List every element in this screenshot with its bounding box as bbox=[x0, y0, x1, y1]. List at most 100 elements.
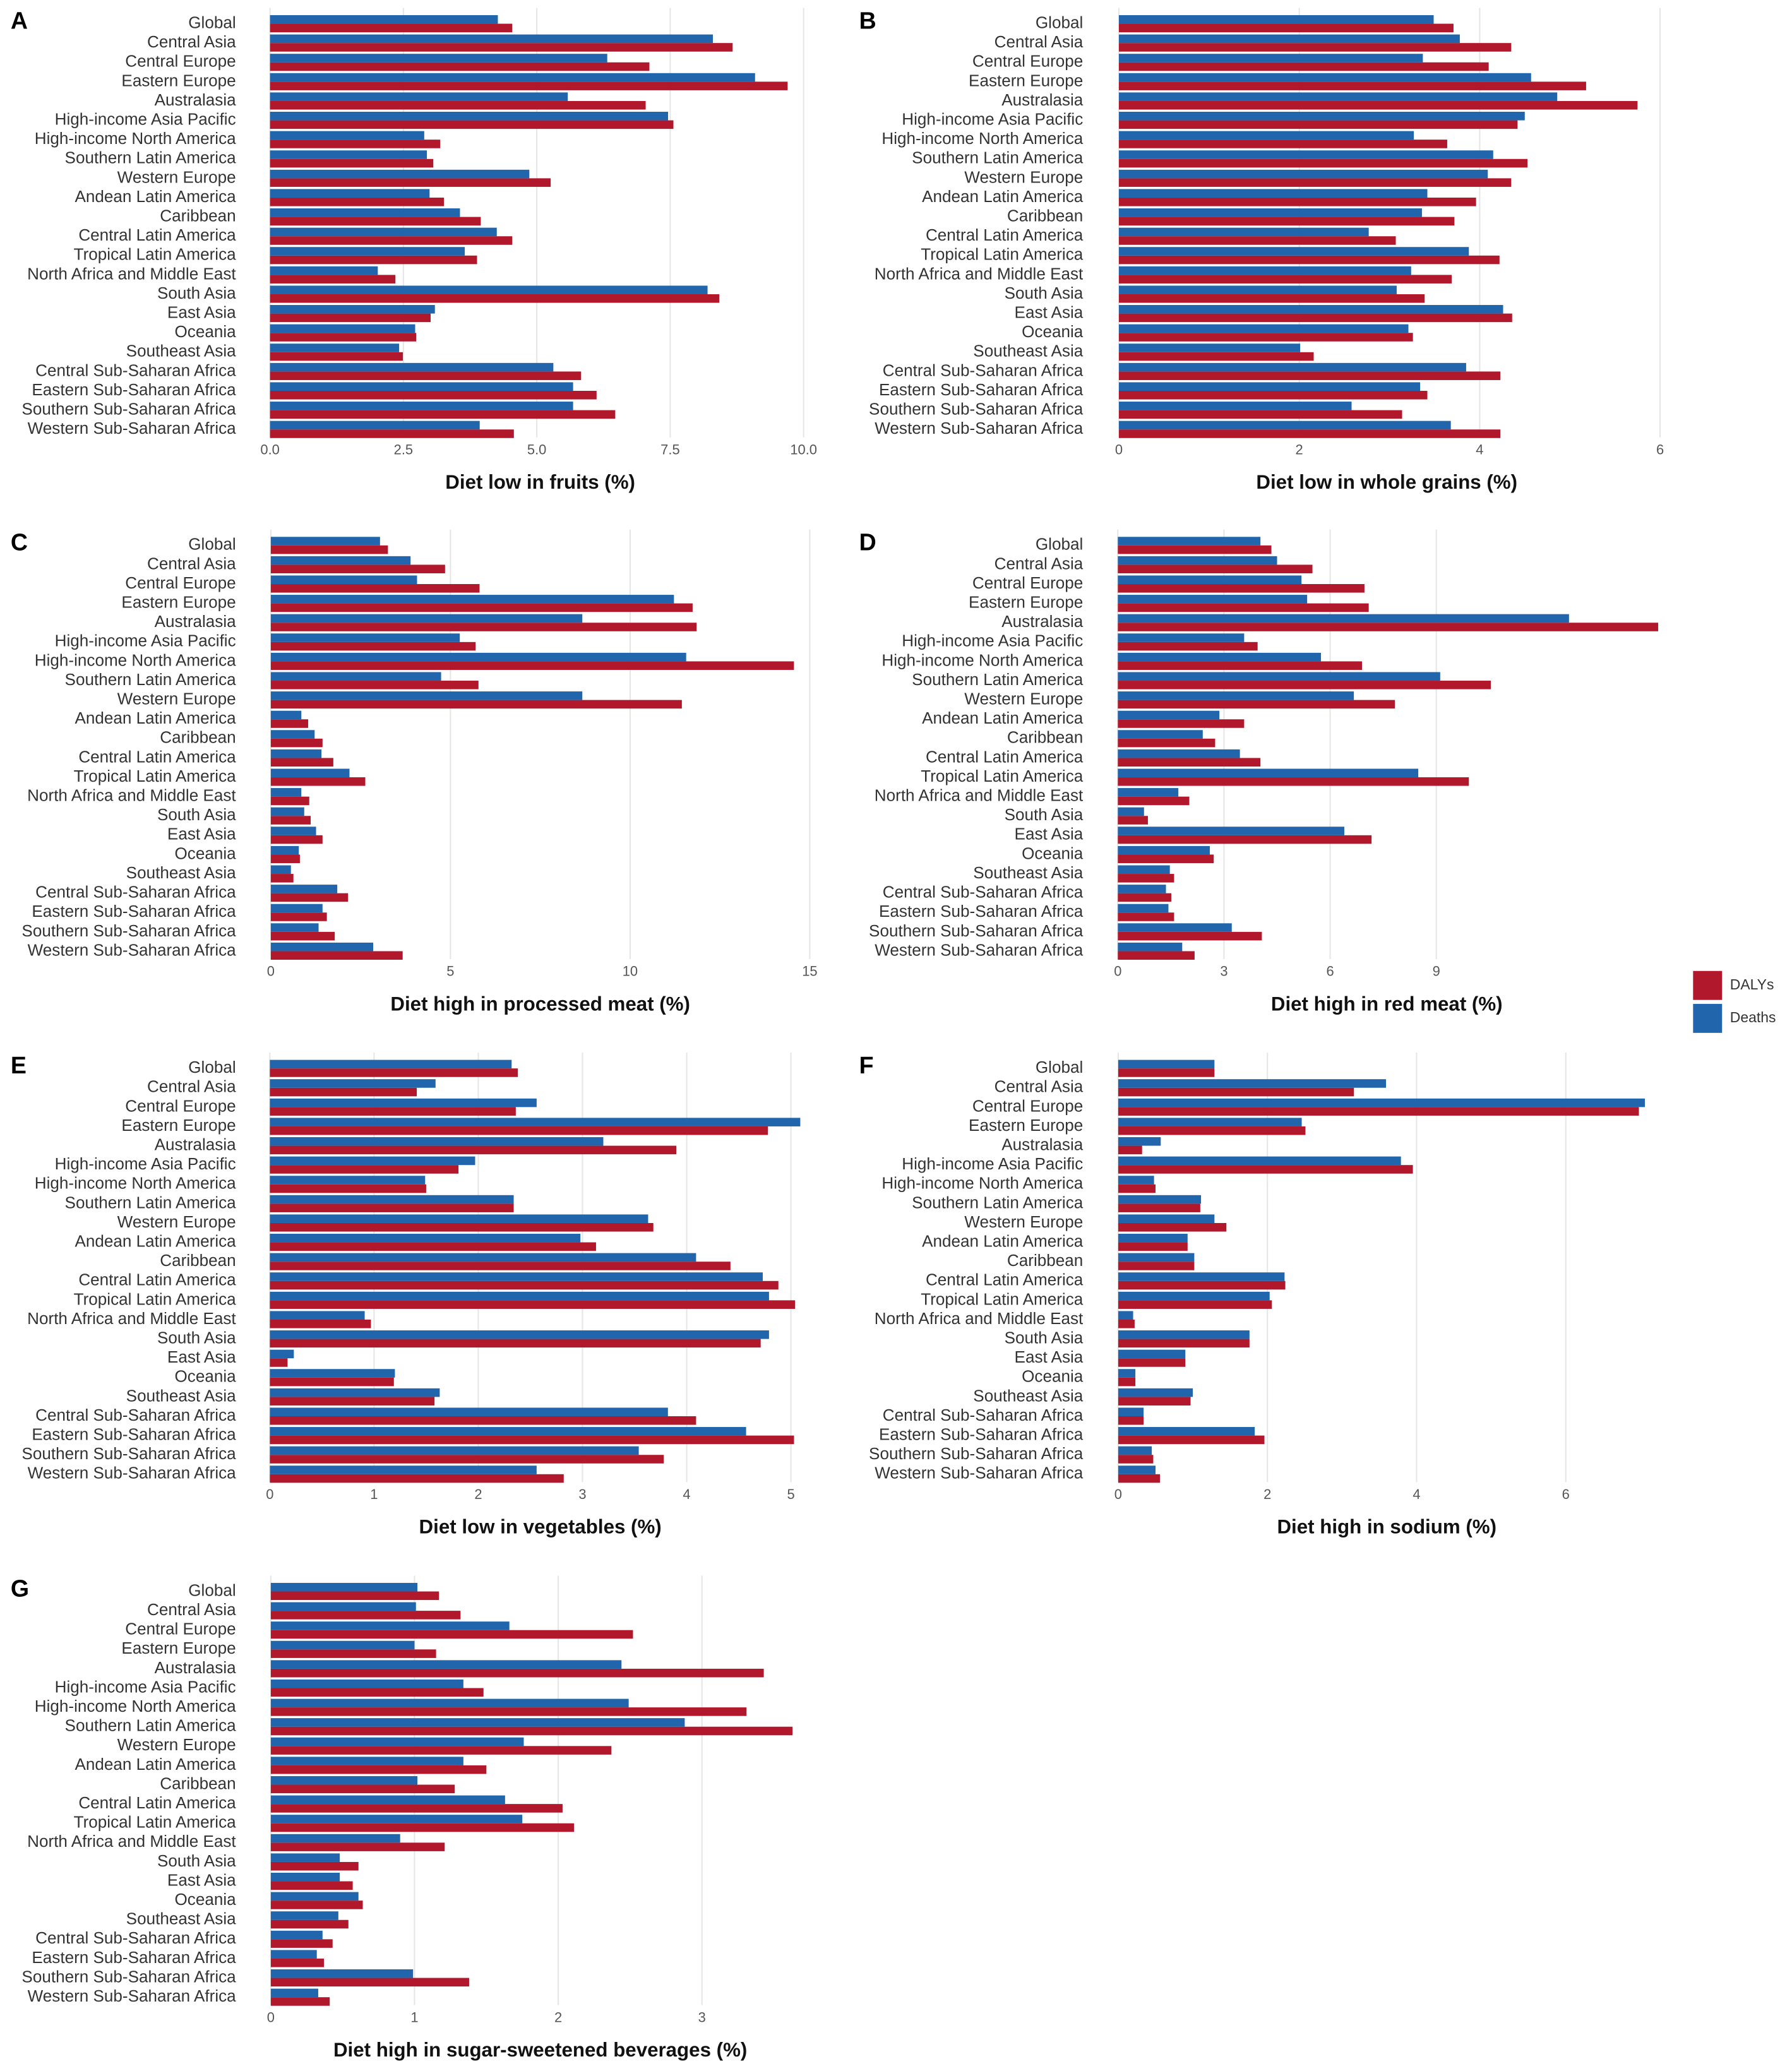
category-label: Southern Latin America bbox=[912, 148, 1084, 167]
bar bbox=[270, 1872, 340, 1882]
bar bbox=[1118, 1311, 1133, 1320]
bar bbox=[270, 227, 497, 237]
bar bbox=[270, 1242, 596, 1251]
x-tick-label: 1 bbox=[410, 2009, 418, 2025]
category-label: Southern Latin America bbox=[912, 1193, 1084, 1212]
category-label: East Asia bbox=[1015, 825, 1084, 844]
panel-letter: D bbox=[859, 529, 876, 556]
legend-swatch bbox=[1693, 970, 1723, 1000]
bar bbox=[1118, 100, 1638, 110]
x-tick-label: 3 bbox=[1220, 964, 1228, 979]
bar bbox=[270, 81, 788, 90]
category-label: Tropical Latin America bbox=[74, 245, 237, 264]
category-label: South Asia bbox=[157, 1328, 236, 1347]
bar bbox=[270, 1804, 563, 1813]
bar bbox=[270, 1978, 469, 1987]
bar bbox=[270, 1901, 363, 1909]
bar bbox=[270, 874, 294, 883]
x-tick-label: 2 bbox=[1263, 1486, 1271, 1502]
category-label: Central Sub-Saharan Africa bbox=[883, 1406, 1084, 1424]
bar bbox=[270, 865, 291, 874]
bar bbox=[1118, 738, 1216, 748]
bar bbox=[270, 266, 378, 275]
bar bbox=[270, 1214, 648, 1223]
category-label: Tropical Latin America bbox=[921, 245, 1084, 264]
bar bbox=[270, 1698, 629, 1708]
bar bbox=[1118, 1349, 1186, 1359]
bar bbox=[1118, 1319, 1135, 1328]
bar bbox=[1118, 564, 1313, 573]
panel-letter: B bbox=[859, 7, 876, 33]
bar bbox=[270, 1649, 436, 1658]
category-label: Eastern Europe bbox=[121, 1638, 236, 1657]
bar bbox=[1118, 1176, 1154, 1185]
bar bbox=[1118, 402, 1352, 410]
x-axis-title: Diet high in processed meat (%) bbox=[390, 993, 690, 1015]
bar bbox=[1118, 827, 1344, 835]
bar bbox=[1118, 623, 1659, 631]
bar bbox=[270, 275, 396, 283]
category-label: Global bbox=[188, 1580, 236, 1599]
bar bbox=[1118, 275, 1452, 283]
x-tick-label: 0 bbox=[1115, 441, 1123, 457]
bar bbox=[1118, 777, 1469, 786]
bar bbox=[270, 217, 481, 226]
bar bbox=[270, 1707, 747, 1716]
bar bbox=[270, 942, 374, 952]
category-label: Eastern Sub-Saharan Africa bbox=[32, 1948, 236, 1967]
category-label: Southeast Asia bbox=[126, 342, 236, 361]
x-axis-title: Diet high in sodium (%) bbox=[1277, 1516, 1496, 1538]
bar bbox=[270, 1098, 537, 1107]
category-label: Eastern Europe bbox=[121, 71, 236, 90]
bar bbox=[270, 1427, 746, 1436]
bar bbox=[1118, 1253, 1195, 1262]
bar bbox=[1118, 92, 1558, 101]
category-label: South Asia bbox=[157, 1851, 236, 1870]
category-label: Central Europe bbox=[125, 52, 236, 71]
category-label: Southeast Asia bbox=[973, 863, 1083, 882]
bar bbox=[270, 1834, 400, 1843]
x-tick-label: 1 bbox=[370, 1486, 378, 1502]
x-tick-label: 5 bbox=[446, 964, 454, 979]
bar bbox=[1118, 112, 1525, 121]
legend-label: Deaths bbox=[1730, 1009, 1776, 1025]
category-label: South Asia bbox=[157, 283, 236, 302]
bar bbox=[1118, 294, 1425, 303]
bar bbox=[1118, 131, 1414, 140]
bar bbox=[1118, 1377, 1136, 1387]
bar bbox=[270, 410, 616, 419]
bar bbox=[270, 1757, 463, 1765]
bar bbox=[270, 1203, 514, 1212]
category-label: East Asia bbox=[167, 1347, 236, 1366]
bar bbox=[270, 92, 568, 101]
bar bbox=[1118, 1203, 1200, 1212]
category-label: High-income North America bbox=[35, 650, 236, 669]
bar bbox=[270, 255, 477, 265]
category-label: Southern Sub-Saharan Africa bbox=[869, 1444, 1084, 1463]
bar bbox=[1118, 1195, 1202, 1204]
bar bbox=[270, 169, 530, 179]
bar bbox=[1118, 313, 1512, 323]
category-label: Southern Latin America bbox=[65, 1193, 237, 1212]
bar bbox=[1118, 429, 1501, 438]
category-label: Eastern Europe bbox=[969, 1116, 1083, 1135]
bar bbox=[270, 1339, 761, 1348]
category-label: High-income Asia Pacific bbox=[55, 631, 236, 650]
category-label: Eastern Europe bbox=[969, 71, 1083, 90]
x-tick-label: 0 bbox=[1114, 1486, 1122, 1502]
category-label: East Asia bbox=[167, 1870, 236, 1889]
bar bbox=[270, 603, 693, 612]
bar bbox=[1118, 614, 1569, 623]
bar bbox=[1118, 661, 1362, 670]
legend-swatch bbox=[1693, 1003, 1723, 1033]
bar bbox=[1118, 247, 1469, 256]
x-tick-label: 3 bbox=[698, 2009, 706, 2025]
x-tick-label: 2 bbox=[1296, 441, 1303, 457]
x-axis-title: Diet low in vegetables (%) bbox=[419, 1516, 662, 1538]
bar bbox=[1118, 845, 1210, 855]
bar bbox=[270, 1388, 440, 1397]
bar bbox=[270, 313, 431, 323]
bar bbox=[270, 1330, 769, 1339]
bar bbox=[270, 1272, 763, 1281]
bar bbox=[270, 54, 607, 63]
